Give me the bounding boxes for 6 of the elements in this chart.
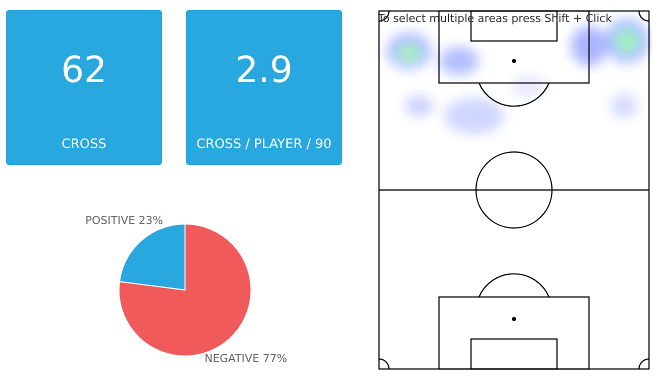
slice-label: POSITIVE 23%: [85, 214, 164, 227]
text: 62: [60, 50, 108, 91]
text: CROSS: [60, 136, 108, 154]
text: CROSS / PLAYER / 90: [195, 136, 333, 154]
slice-label: NEGATIVE 77%: [204, 352, 288, 366]
text: 2.9: [234, 50, 294, 91]
